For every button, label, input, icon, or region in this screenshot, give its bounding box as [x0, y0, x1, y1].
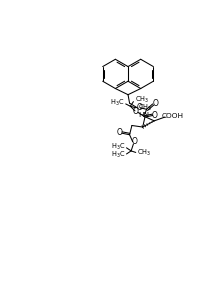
Text: O: O	[152, 99, 158, 109]
Text: CH$_3$: CH$_3$	[137, 103, 152, 113]
Text: O: O	[151, 111, 157, 120]
Text: HN: HN	[137, 112, 148, 119]
Text: O: O	[136, 102, 142, 112]
Text: COOH: COOH	[161, 113, 183, 119]
Text: O: O	[116, 128, 122, 137]
Text: H$_3$C: H$_3$C	[109, 98, 124, 108]
Text: O: O	[131, 137, 137, 146]
Text: CH$_3$: CH$_3$	[137, 148, 151, 158]
Text: H$_3$C: H$_3$C	[110, 150, 124, 160]
Text: H$_3$C: H$_3$C	[110, 142, 124, 152]
Text: O: O	[132, 107, 138, 116]
Text: CH$_3$: CH$_3$	[134, 95, 148, 105]
